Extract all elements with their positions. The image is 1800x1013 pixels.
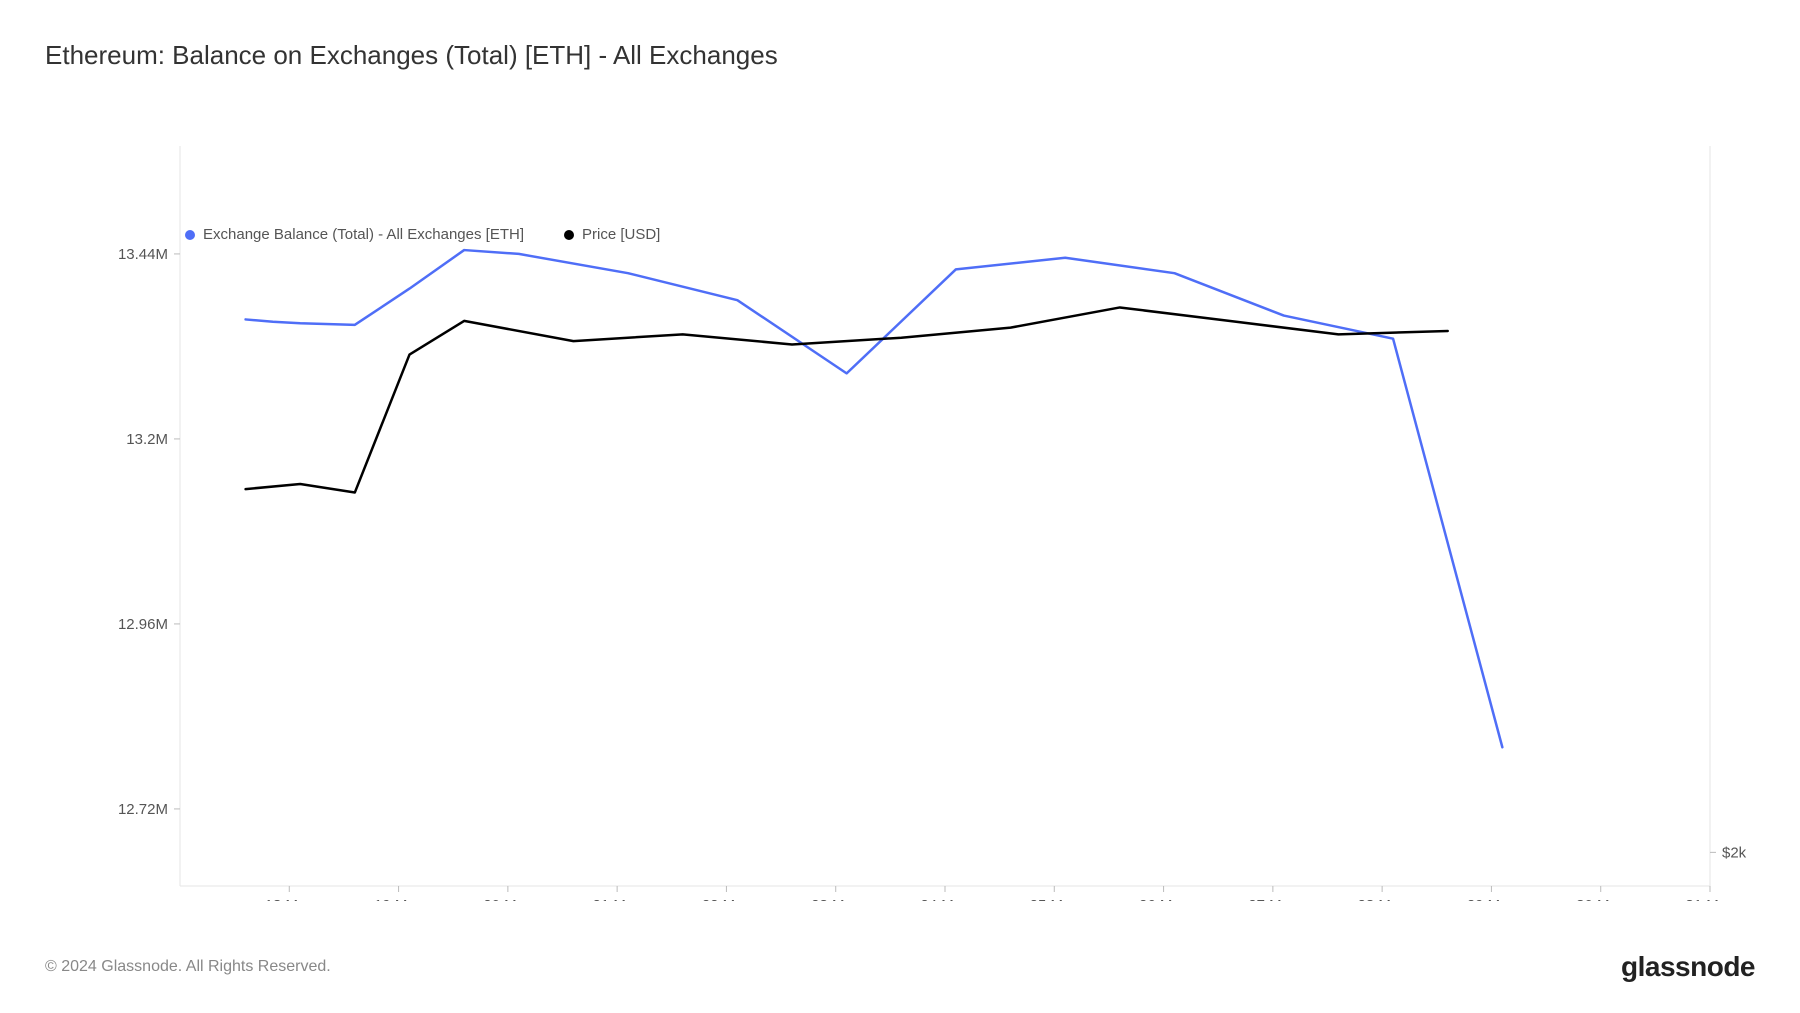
chart-title: Ethereum: Balance on Exchanges (Total) […	[45, 40, 1755, 71]
svg-text:13.2M: 13.2M	[126, 431, 168, 448]
svg-text:29 May: 29 May	[1467, 897, 1517, 901]
svg-text:19 May: 19 May	[374, 897, 424, 901]
svg-text:26 May: 26 May	[1139, 897, 1189, 901]
svg-text:30 May: 30 May	[1576, 897, 1626, 901]
svg-text:13.44M: 13.44M	[118, 246, 168, 263]
chart-svg: 12.72M 12.96M 13.2M 13.44M $2k 18 May 19 May 20…	[45, 111, 1755, 901]
footer: © 2024 Glassnode. All Rights Reserved. g…	[45, 951, 1755, 983]
svg-text:23 May: 23 May	[811, 897, 861, 901]
brand-logo: glassnode	[1621, 951, 1755, 983]
svg-text:$2k: $2k	[1722, 844, 1747, 861]
svg-text:21 May: 21 May	[593, 897, 643, 901]
svg-text:22 May: 22 May	[702, 897, 752, 901]
svg-text:20 May: 20 May	[483, 897, 533, 901]
copyright-text: © 2024 Glassnode. All Rights Reserved.	[45, 958, 331, 976]
svg-text:28 May: 28 May	[1358, 897, 1408, 901]
svg-text:27 May: 27 May	[1248, 897, 1298, 901]
svg-text:12.72M: 12.72M	[118, 801, 168, 818]
chart-container: Ethereum: Balance on Exchanges (Total) […	[0, 0, 1800, 1013]
chart-area: Exchange Balance (Total) - All Exchanges…	[45, 111, 1755, 901]
svg-text:24 May: 24 May	[920, 897, 970, 901]
svg-text:12.96M: 12.96M	[118, 616, 168, 633]
svg-text:25 May: 25 May	[1030, 897, 1080, 901]
svg-text:18 May: 18 May	[265, 897, 315, 901]
svg-text:31 May: 31 May	[1685, 897, 1735, 901]
